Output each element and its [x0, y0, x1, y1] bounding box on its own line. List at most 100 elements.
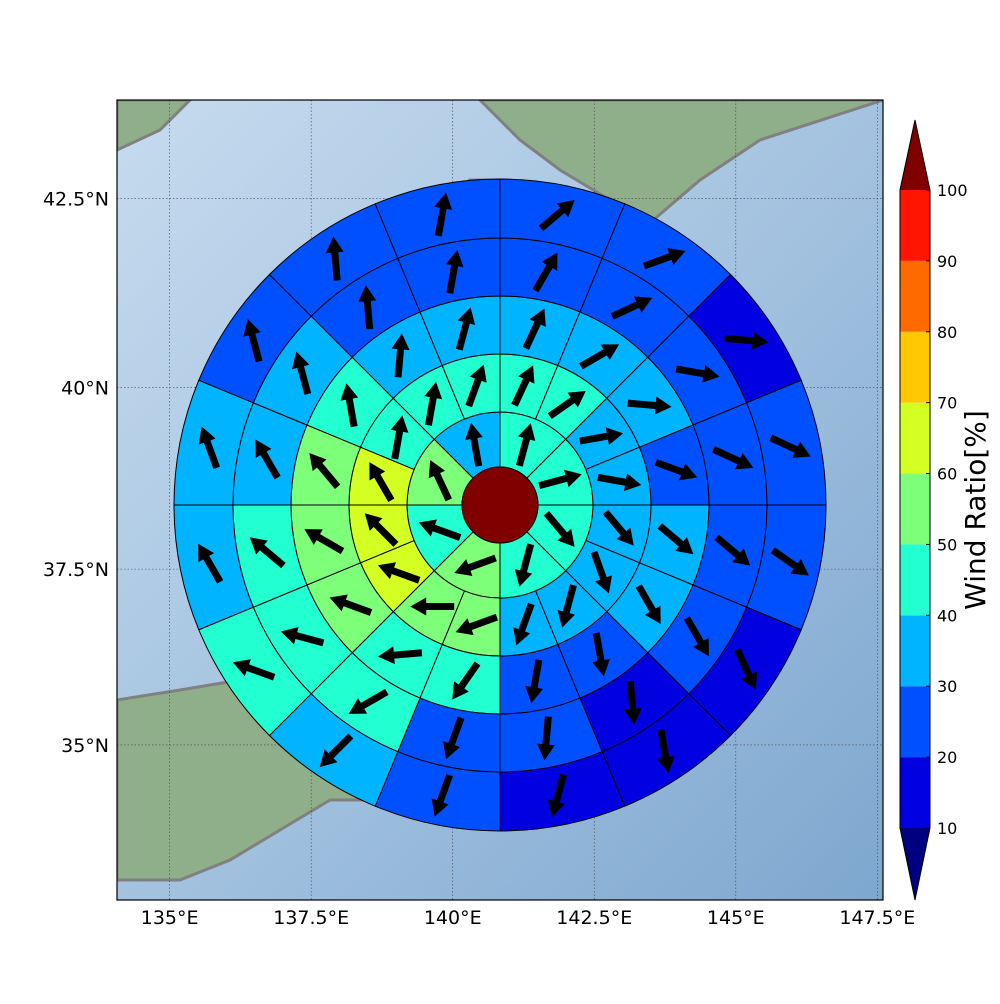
- wind-arrow: [358, 285, 377, 330]
- wind-arrow: [431, 773, 453, 817]
- wind-arrow: [712, 446, 754, 470]
- wind-arrow: [657, 523, 694, 555]
- wind-arrow: [198, 543, 224, 584]
- wind-arrow: [656, 729, 675, 774]
- wind-arrow: [675, 364, 720, 383]
- colorbar-tick-label: 20: [937, 748, 957, 767]
- wind-center: [461, 466, 539, 544]
- colorbar-tick-label: 40: [937, 606, 957, 625]
- wind-arrow: [452, 661, 481, 700]
- y-tick-label: 40°N: [61, 377, 109, 399]
- wind-arrow: [511, 365, 535, 407]
- land-korea: [117, 100, 193, 152]
- wind-arrow: [724, 331, 769, 350]
- wind-arrow: [455, 613, 499, 636]
- wind-arrow: [547, 773, 567, 818]
- wind-arrow: [579, 344, 620, 370]
- wind-arrow: [329, 594, 373, 616]
- wind-arrow: [597, 473, 642, 492]
- colorbar-under: [900, 828, 930, 900]
- wind-arrow: [635, 584, 661, 625]
- colorbar-segment: [900, 686, 930, 758]
- wind-arrow: [536, 716, 555, 761]
- wind-arrow: [291, 351, 312, 395]
- wind-arrow: [378, 646, 423, 665]
- wind-arrow: [280, 626, 325, 647]
- wind-arrow: [434, 192, 453, 237]
- y-tick-label: 37.5°N: [43, 559, 109, 581]
- wind-arrow: [390, 415, 409, 460]
- colorbar-tick-label: 70: [937, 394, 957, 413]
- wind-arrow: [515, 423, 536, 467]
- colorbar-segment: [900, 331, 930, 403]
- wind-arrow: [734, 648, 758, 690]
- wind-arrow: [538, 200, 575, 232]
- wind-arrow: [683, 616, 709, 657]
- wind-arrow: [232, 659, 276, 681]
- wind-arrow: [770, 547, 809, 576]
- wind-arrow: [522, 308, 546, 350]
- colorbar-tick-label: 80: [937, 323, 957, 342]
- wind-arrow: [348, 688, 389, 714]
- colorbar-tick-label: 10: [937, 819, 957, 838]
- wind-arrow: [602, 509, 634, 546]
- x-tick-label: 140°E: [424, 907, 482, 929]
- wind-arrow: [513, 602, 535, 646]
- wind-arrow: [255, 439, 281, 480]
- wind-arrow: [364, 513, 399, 547]
- wind-arrow: [377, 562, 421, 584]
- wind-arrow: [627, 396, 672, 415]
- wind-arrow: [642, 247, 686, 270]
- colorbar-segment: [900, 757, 930, 828]
- colorbar-tick-label: 100: [937, 181, 968, 200]
- wind-arrow: [532, 252, 558, 293]
- x-tick-label: 135°E: [141, 907, 199, 929]
- wind-arrow: [557, 584, 577, 628]
- wind-arrow: [369, 462, 395, 503]
- wind-arrow: [714, 534, 751, 566]
- wind-arrow: [443, 716, 465, 760]
- wind-arrow: [592, 632, 610, 677]
- wind-arrow: [543, 510, 575, 547]
- x-tick-label: 137.5°E: [273, 907, 349, 929]
- wind-arrow: [610, 296, 653, 320]
- wind-arrow: [198, 426, 221, 470]
- wind-arrow: [424, 381, 443, 426]
- colorbar-tick-label: 30: [937, 677, 957, 696]
- y-tick-label: 42.5°N: [43, 189, 109, 211]
- wind-arrow: [340, 383, 359, 428]
- colorbar-tick-label: 50: [937, 535, 957, 554]
- wind-arrow: [325, 236, 344, 281]
- wind-arrow: [654, 459, 698, 481]
- wind-arrow: [243, 319, 263, 363]
- wind-arrow: [769, 434, 811, 458]
- wind-arrow: [465, 422, 483, 467]
- wind-arrow: [410, 597, 455, 616]
- wind-arrow: [547, 390, 586, 420]
- colorbar-segment: [900, 615, 930, 687]
- wind-arrow: [418, 519, 462, 541]
- colorbar-segment: [900, 544, 930, 616]
- colorbar-tick-label: 60: [937, 465, 957, 484]
- colorbar-segment: [900, 260, 930, 332]
- wind-arrow: [465, 364, 487, 408]
- wind-arrow: [454, 554, 497, 577]
- wind-arrow: [428, 459, 452, 502]
- wind-arrow: [309, 453, 341, 489]
- x-tick-label: 145°E: [707, 907, 765, 929]
- wind-arrow: [319, 733, 354, 768]
- colorbar-over: [900, 120, 930, 190]
- wind-arrow: [590, 550, 612, 594]
- wind-arrow: [455, 307, 476, 351]
- colorbar-segment: [900, 402, 930, 474]
- map-frame: [116, 99, 884, 901]
- wind-arrow: [249, 537, 286, 569]
- x-tick-label: 142.5°E: [556, 907, 632, 929]
- colorbar-segment: [900, 473, 930, 545]
- wind-arrow: [445, 249, 464, 294]
- wind-arrow: [391, 333, 410, 378]
- wind-arrow: [538, 469, 582, 490]
- wind-arrow: [579, 427, 624, 446]
- wind-cell: [374, 178, 501, 259]
- wind-arrow: [525, 659, 543, 704]
